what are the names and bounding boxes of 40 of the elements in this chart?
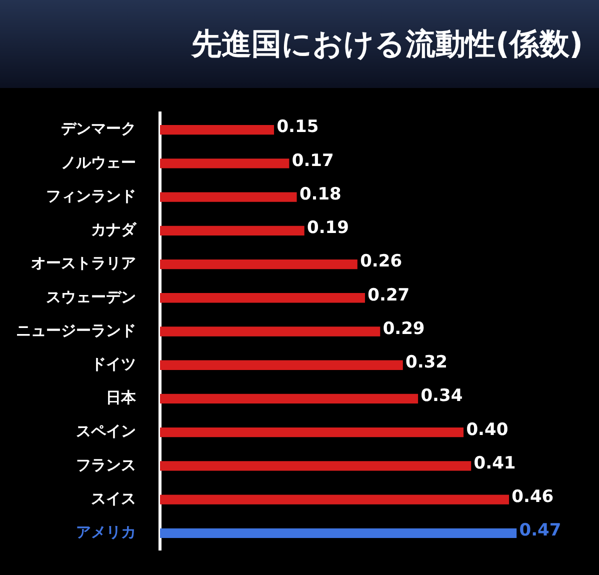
bar [160, 494, 510, 504]
y-tick-label: 日本 [106, 388, 137, 407]
data-label: 0.41 [474, 453, 516, 474]
data-label: 0.32 [406, 352, 448, 373]
bar [160, 428, 464, 438]
y-tick-label: ノルウェー [61, 153, 136, 172]
y-tick-label: スイス [91, 489, 136, 508]
bar [160, 528, 517, 538]
y-tick-label: フランス [76, 456, 136, 474]
y-tick-label: デンマーク [61, 120, 136, 138]
bar [160, 192, 297, 202]
data-label: 0.29 [382, 318, 425, 339]
bar [160, 360, 403, 370]
y-tick-label: アメリカ [76, 523, 136, 542]
bar [160, 461, 472, 471]
bar [160, 326, 380, 336]
y-tick-label: ドイツ [91, 355, 136, 374]
bar [160, 124, 274, 135]
data-label: 0.18 [299, 184, 342, 204]
data-label: 0.46 [512, 487, 554, 507]
data-label: 0.17 [292, 150, 334, 171]
data-label: 0.27 [368, 285, 410, 306]
y-tick-label: カナダ [91, 220, 137, 239]
y-tick-label: オーストラリア [31, 254, 136, 272]
bar [160, 394, 418, 404]
data-label: 0.40 [466, 420, 508, 440]
data-label: 0.19 [307, 218, 349, 238]
bar [160, 259, 358, 270]
bar [160, 293, 365, 303]
y-tick-label: スペイン [76, 422, 136, 440]
data-label: 0.47 [519, 520, 562, 541]
y-tick-label: フィンランド [46, 186, 136, 205]
chart-title: 先進国における流動性(係数) [0, 0, 599, 88]
y-tick-label: スウェーデン [46, 288, 136, 306]
data-label: 0.15 [276, 117, 319, 138]
bar [160, 158, 290, 168]
y-tick-label: ニュージーランド [16, 321, 136, 340]
bar [160, 226, 304, 236]
data-label: 0.34 [420, 386, 463, 406]
data-label: 0.26 [360, 252, 402, 272]
